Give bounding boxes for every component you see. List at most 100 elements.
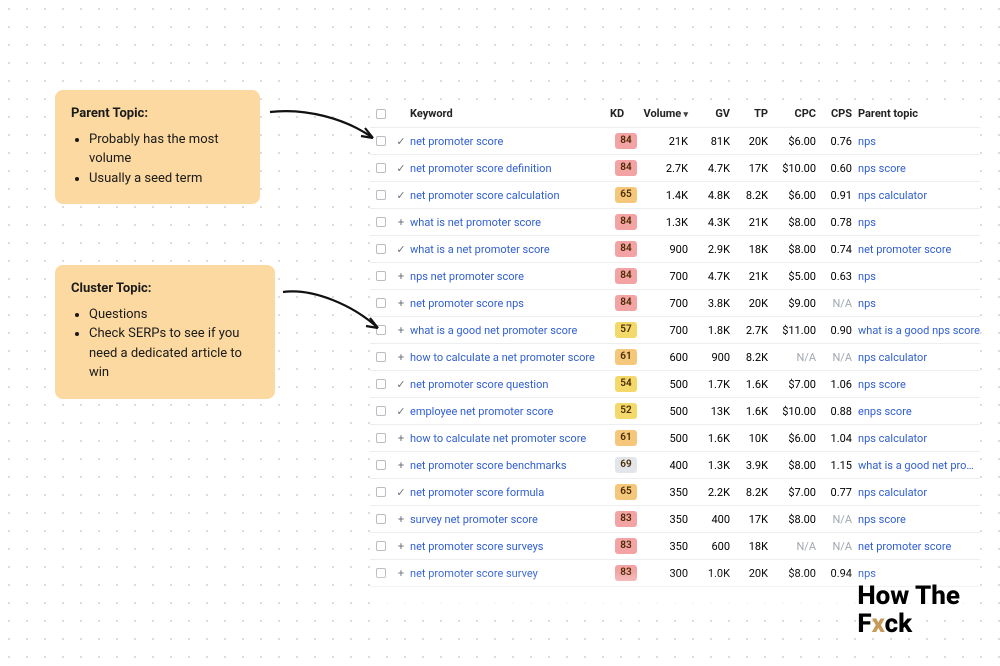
cps-cell: 0.63 xyxy=(822,270,858,283)
gv-cell: 900 xyxy=(696,351,736,364)
row-status-icon[interactable]: + xyxy=(392,270,410,283)
keyword-link[interactable]: net promoter score definition xyxy=(410,162,610,175)
keyword-link[interactable]: survey net promoter score xyxy=(410,513,610,526)
keyword-table: Keyword KD Volume GV TP CPC CPS Parent t… xyxy=(370,100,980,587)
header-cpc[interactable]: CPC xyxy=(774,107,822,120)
parent-topic-link[interactable]: nps calculator xyxy=(858,486,980,499)
cps-cell: 0.60 xyxy=(822,162,858,175)
parent-topic-link[interactable]: what is a good nps score xyxy=(858,324,980,337)
row-status-icon[interactable]: + xyxy=(392,513,410,526)
keyword-link[interactable]: what is a good net promoter score xyxy=(410,324,610,337)
kd-badge: 83 xyxy=(615,511,637,527)
volume-cell: 700 xyxy=(642,297,696,310)
gv-cell: 1.7K xyxy=(696,378,736,391)
row-checkbox[interactable] xyxy=(376,352,386,362)
row-checkbox[interactable] xyxy=(376,514,386,524)
row-checkbox[interactable] xyxy=(376,460,386,470)
keyword-link[interactable]: net promoter score surveys xyxy=(410,540,610,553)
row-status-icon[interactable]: + xyxy=(392,351,410,364)
row-checkbox[interactable] xyxy=(376,541,386,551)
parent-topic-link[interactable]: nps xyxy=(858,297,980,310)
row-checkbox[interactable] xyxy=(376,379,386,389)
row-status-icon[interactable]: + xyxy=(392,324,410,337)
parent-topic-link[interactable]: nps score xyxy=(858,378,980,391)
keyword-link[interactable]: net promoter score benchmarks xyxy=(410,459,610,472)
header-kd[interactable]: KD xyxy=(610,107,642,120)
parent-topic-link[interactable]: nps score xyxy=(858,513,980,526)
header-volume[interactable]: Volume xyxy=(642,107,696,120)
gv-cell: 2.9K xyxy=(696,243,736,256)
row-status-icon[interactable]: ✓ xyxy=(392,189,410,202)
table-row: +nps net promoter score847004.7K21K$5.00… xyxy=(370,263,980,290)
keyword-link[interactable]: what is net promoter score xyxy=(410,216,610,229)
parent-topic-link[interactable]: nps calculator xyxy=(858,189,980,202)
kd-badge: 84 xyxy=(615,133,637,149)
header-keyword[interactable]: Keyword xyxy=(410,107,610,120)
tp-cell: 8.2K xyxy=(736,351,774,364)
cps-cell: N/A xyxy=(822,351,858,364)
gv-cell: 400 xyxy=(696,513,736,526)
row-status-icon[interactable]: + xyxy=(392,540,410,553)
row-checkbox[interactable] xyxy=(376,433,386,443)
callout-parent-topic: Parent Topic: Probably has the most volu… xyxy=(55,90,260,204)
kd-badge: 84 xyxy=(615,268,637,284)
row-status-icon[interactable]: ✓ xyxy=(392,162,410,175)
row-checkbox[interactable] xyxy=(376,244,386,254)
row-checkbox[interactable] xyxy=(376,406,386,416)
parent-topic-link[interactable]: nps calculator xyxy=(858,351,980,364)
keyword-link[interactable]: net promoter score calculation xyxy=(410,189,610,202)
row-status-icon[interactable]: ✓ xyxy=(392,135,410,148)
row-checkbox[interactable] xyxy=(376,190,386,200)
gv-cell: 1.3K xyxy=(696,459,736,472)
row-status-icon[interactable]: ✓ xyxy=(392,405,410,418)
row-checkbox[interactable] xyxy=(376,163,386,173)
parent-topic-link[interactable]: what is a good net promoter score xyxy=(858,459,980,472)
row-status-icon[interactable]: + xyxy=(392,216,410,229)
cps-cell: 1.06 xyxy=(822,378,858,391)
parent-topic-link[interactable]: nps calculator xyxy=(858,432,980,445)
keyword-link[interactable]: how to calculate a net promoter score xyxy=(410,351,610,364)
kd-badge: 84 xyxy=(615,241,637,257)
tp-cell: 18K xyxy=(736,243,774,256)
header-cps[interactable]: CPS xyxy=(822,107,858,120)
row-status-icon[interactable]: ✓ xyxy=(392,486,410,499)
keyword-link[interactable]: net promoter score formula xyxy=(410,486,610,499)
keyword-link[interactable]: net promoter score question xyxy=(410,378,610,391)
header-tp[interactable]: TP xyxy=(736,107,774,120)
keyword-link[interactable]: net promoter score nps xyxy=(410,297,610,310)
cpc-cell: $8.00 xyxy=(774,243,822,256)
row-status-icon[interactable]: + xyxy=(392,459,410,472)
keyword-link[interactable]: net promoter score xyxy=(410,135,610,148)
header-parent-topic[interactable]: Parent topic xyxy=(858,107,980,120)
parent-topic-link[interactable]: enps score xyxy=(858,405,980,418)
parent-topic-link[interactable]: nps score xyxy=(858,162,980,175)
parent-topic-link[interactable]: nps xyxy=(858,135,980,148)
parent-topic-link[interactable]: nps xyxy=(858,216,980,229)
keyword-link[interactable]: how to calculate net promoter score xyxy=(410,432,610,445)
row-status-icon[interactable]: + xyxy=(392,432,410,445)
table-row: +what is net promoter score841.3K4.3K21K… xyxy=(370,209,980,236)
parent-topic-link[interactable]: net promoter score xyxy=(858,540,980,553)
gv-cell: 13K xyxy=(696,405,736,418)
row-status-icon[interactable]: ✓ xyxy=(392,243,410,256)
table-row: +net promoter score surveys8335060018KN/… xyxy=(370,533,980,560)
row-checkbox[interactable] xyxy=(376,487,386,497)
tp-cell: 20K xyxy=(736,297,774,310)
table-row: +what is a good net promoter score577001… xyxy=(370,317,980,344)
table-row: +how to calculate a net promoter score61… xyxy=(370,344,980,371)
keyword-link[interactable]: what is a net promoter score xyxy=(410,243,610,256)
row-status-icon[interactable]: + xyxy=(392,297,410,310)
row-status-icon[interactable]: ✓ xyxy=(392,378,410,391)
keyword-link[interactable]: employee net promoter score xyxy=(410,405,610,418)
tp-cell: 1.6K xyxy=(736,405,774,418)
row-checkbox[interactable] xyxy=(376,217,386,227)
volume-cell: 500 xyxy=(642,405,696,418)
volume-cell: 350 xyxy=(642,486,696,499)
keyword-link[interactable]: nps net promoter score xyxy=(410,270,610,283)
gv-cell: 600 xyxy=(696,540,736,553)
header-gv[interactable]: GV xyxy=(696,107,736,120)
tp-cell: 17K xyxy=(736,162,774,175)
cpc-cell: $6.00 xyxy=(774,135,822,148)
parent-topic-link[interactable]: nps xyxy=(858,270,980,283)
parent-topic-link[interactable]: net promoter score xyxy=(858,243,980,256)
